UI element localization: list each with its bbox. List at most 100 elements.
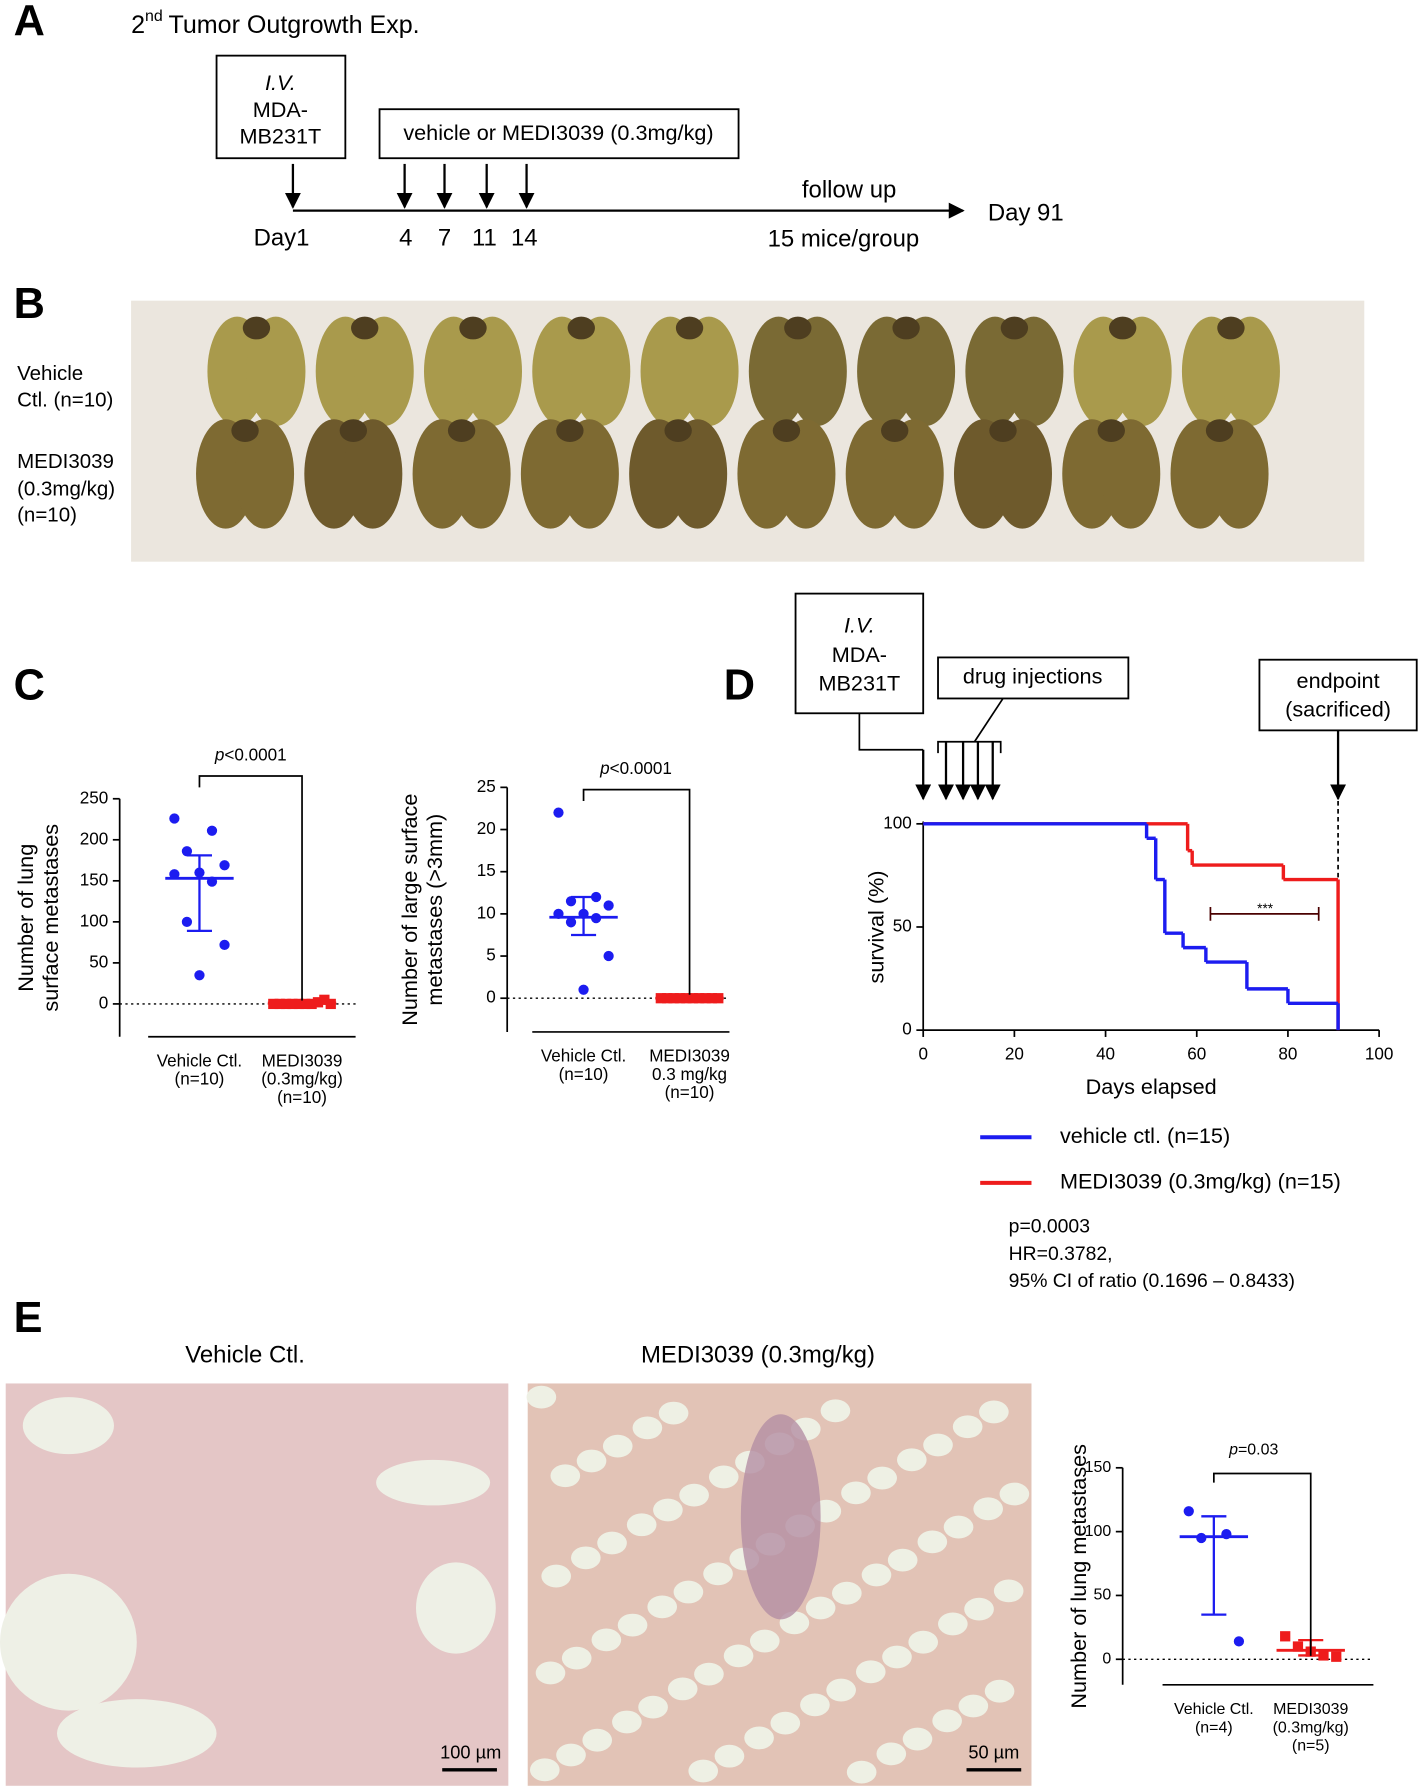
alveolus bbox=[887, 1548, 918, 1572]
x-tick-label: 40 bbox=[1096, 1045, 1115, 1064]
lung bbox=[884, 419, 944, 529]
lung bbox=[787, 316, 847, 427]
data-point bbox=[194, 970, 205, 981]
stats-text: HR=0.3782, bbox=[1009, 1243, 1113, 1265]
y-axis-label: Number of large surface bbox=[397, 794, 422, 1026]
lung bbox=[679, 316, 739, 427]
alveolus bbox=[667, 1677, 698, 1701]
callout-box bbox=[794, 592, 925, 715]
day-label: Day1 bbox=[254, 224, 310, 251]
lung bbox=[989, 419, 1017, 443]
data-point bbox=[603, 900, 614, 911]
tissue-space bbox=[0, 1573, 137, 1711]
alveolus bbox=[938, 1612, 968, 1636]
y-tick-label: 100 bbox=[883, 813, 912, 832]
title-number: 2 bbox=[131, 11, 145, 39]
alveolus bbox=[749, 1629, 780, 1653]
alveolus bbox=[958, 1694, 989, 1718]
cell-cluster bbox=[740, 1414, 821, 1620]
lung bbox=[895, 316, 956, 427]
alveolus bbox=[571, 1546, 601, 1570]
alveolus bbox=[679, 1483, 709, 1507]
lung bbox=[354, 316, 414, 427]
lung bbox=[1217, 316, 1245, 340]
lung bbox=[1205, 419, 1234, 443]
alveolus bbox=[770, 1711, 801, 1735]
x-tick-label: MEDI3039 bbox=[1273, 1701, 1348, 1718]
lung bbox=[664, 419, 692, 443]
y-tick-label: 150 bbox=[1085, 1459, 1112, 1476]
data-point bbox=[578, 984, 589, 995]
x-axis-label: Days elapsed bbox=[1086, 1074, 1217, 1099]
x-tick-label: 0.3 mg/kg bbox=[652, 1065, 727, 1084]
lung bbox=[459, 316, 487, 340]
lung bbox=[892, 316, 920, 340]
row-label: (n=10) bbox=[17, 504, 77, 527]
alveolus bbox=[876, 1742, 907, 1766]
alveolus bbox=[602, 1434, 633, 1458]
lung bbox=[231, 419, 259, 443]
alveolus bbox=[673, 1580, 704, 1604]
lung bbox=[675, 316, 704, 340]
panel-label: C bbox=[14, 662, 45, 710]
p-text: =0.03 bbox=[1238, 1442, 1278, 1459]
x-tick-label: Vehicle Ctl. bbox=[157, 1051, 242, 1070]
callout-text: MB231T bbox=[818, 671, 900, 696]
y-tick-label: 200 bbox=[80, 829, 109, 848]
alveolus bbox=[908, 1630, 939, 1654]
y-tick-label: 25 bbox=[477, 777, 496, 796]
histology-images bbox=[0, 1383, 1032, 1786]
alveolus bbox=[805, 1596, 836, 1620]
end-day: Day 91 bbox=[988, 199, 1064, 226]
alveolus bbox=[617, 1613, 648, 1637]
significance-bracket bbox=[198, 775, 303, 1001]
lung bbox=[234, 419, 295, 529]
lung bbox=[1112, 316, 1172, 427]
x-tick-label: (n=10) bbox=[277, 1088, 327, 1107]
alveolus bbox=[541, 1564, 572, 1588]
callout-text: endpoint bbox=[1297, 668, 1380, 693]
lung bbox=[242, 316, 271, 340]
y-axis-label: metastases (>3mm) bbox=[422, 814, 447, 1006]
lung bbox=[246, 316, 306, 427]
tissue-space bbox=[22, 1397, 114, 1455]
lung bbox=[881, 419, 909, 443]
data-point bbox=[169, 869, 180, 880]
tissue-space bbox=[416, 1562, 496, 1654]
lung bbox=[776, 419, 836, 529]
x-tick-label: Vehicle Ctl. bbox=[541, 1047, 626, 1066]
y-tick-label: 10 bbox=[477, 903, 496, 922]
alveolus bbox=[973, 1497, 1003, 1521]
alveolus bbox=[612, 1710, 642, 1734]
injection-box bbox=[215, 54, 347, 160]
alveolus bbox=[744, 1726, 774, 1750]
panel-label: B bbox=[14, 280, 45, 328]
y-tick-label: 150 bbox=[80, 870, 109, 889]
title-rest: Tumor Outgrowth Exp. bbox=[168, 11, 419, 39]
callout-text: (sacrificed) bbox=[1285, 697, 1391, 722]
callout-text: MDA- bbox=[832, 642, 887, 667]
y-tick-label: 50 bbox=[1094, 1587, 1112, 1604]
box-text: MDA- bbox=[253, 97, 308, 122]
data-point bbox=[1233, 1636, 1245, 1647]
x-tick-label: 80 bbox=[1278, 1045, 1297, 1064]
y-tick-label: 50 bbox=[89, 952, 108, 971]
lung bbox=[559, 419, 619, 529]
y-tick-label: 0 bbox=[1102, 1650, 1111, 1667]
x-tick-label: (n=10) bbox=[665, 1083, 715, 1102]
x-tick-label: Vehicle Ctl. bbox=[1174, 1701, 1254, 1718]
data-point bbox=[553, 807, 564, 818]
x-tick-label: 20 bbox=[1005, 1045, 1024, 1064]
x-tick-label: (0.3mg/kg) bbox=[1273, 1719, 1349, 1736]
x-tick-label: (n=10) bbox=[175, 1070, 225, 1089]
data-point bbox=[1183, 1506, 1194, 1517]
alveolus bbox=[653, 1498, 683, 1522]
alveolus bbox=[861, 1563, 892, 1587]
alveolus bbox=[943, 1515, 974, 1539]
x-tick-label: 100 bbox=[1365, 1045, 1394, 1064]
day-label: 4 bbox=[399, 224, 412, 251]
stats-text: 95% CI of ratio (0.1696 – 0.8433) bbox=[1009, 1270, 1295, 1292]
significance-label: *** bbox=[1257, 901, 1274, 916]
lung bbox=[339, 419, 368, 443]
